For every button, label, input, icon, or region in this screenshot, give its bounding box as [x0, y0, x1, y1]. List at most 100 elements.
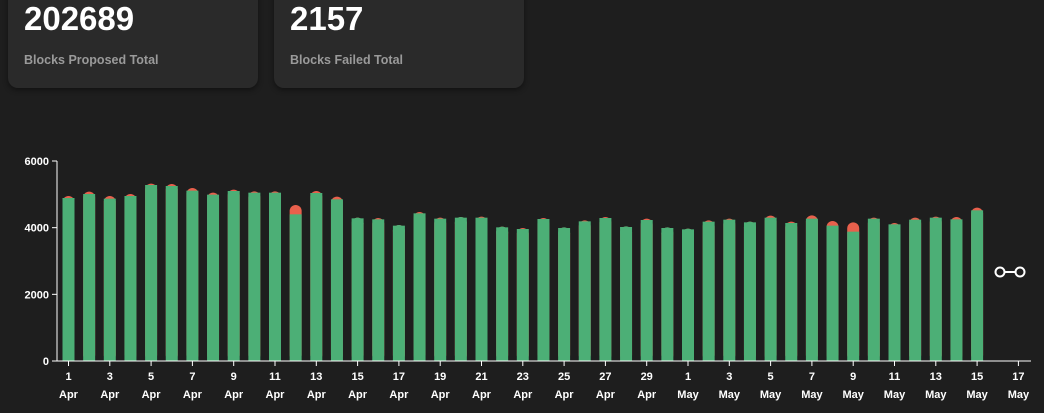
x-tick-month-label: Apr [555, 389, 575, 401]
blocks-proposed-value: 202689 [24, 0, 135, 37]
x-tick-day-label: 9 [850, 371, 856, 383]
bar-proposed-cap [248, 191, 260, 203]
x-tick-day-label: 7 [809, 371, 815, 383]
bar-proposed-cap [537, 218, 549, 230]
x-tick-day-label: 9 [231, 371, 237, 383]
bar-proposed [826, 225, 839, 361]
bar-proposed-cap [454, 217, 467, 229]
bar-proposed-cap [682, 228, 694, 241]
bar-proposed-cap [517, 228, 529, 240]
x-tick-day-label: 15 [971, 371, 983, 383]
blocks-failed-label: Blocks Failed Total [290, 53, 403, 67]
blocks-failed-value: 2157 [290, 0, 364, 37]
bar-proposed [351, 218, 364, 361]
bar-proposed [496, 227, 509, 361]
bar-proposed-cap [558, 227, 571, 240]
bar-proposed [537, 219, 550, 361]
bar-proposed [434, 218, 447, 361]
x-tick-month-label: Apr [472, 389, 492, 401]
x-tick-month-label: May [1008, 389, 1030, 401]
bar-proposed [888, 224, 901, 361]
bar-proposed-cap [372, 218, 384, 230]
y-tick-label: 4000 [25, 223, 49, 235]
x-tick-month-label: May [677, 389, 699, 401]
range-handle-icon[interactable] [994, 266, 1026, 278]
x-tick-day-label: 15 [351, 371, 363, 383]
bar-proposed [599, 218, 612, 361]
x-tick-month-label: Apr [637, 389, 657, 401]
x-tick-month-label: May [719, 389, 741, 401]
bar-proposed [413, 213, 426, 361]
x-tick-day-label: 19 [434, 371, 446, 383]
bar-proposed [269, 192, 281, 361]
x-tick-month-label: May [842, 389, 864, 401]
bars-group [62, 183, 984, 361]
x-tick-day-label: 5 [768, 371, 774, 383]
bar-proposed [372, 219, 385, 361]
x-tick-month-label: Apr [389, 389, 409, 401]
bar-proposed [661, 228, 674, 361]
bar-proposed-cap [414, 212, 426, 224]
x-tick-month-label: May [801, 389, 823, 401]
x-tick-month-label: Apr [224, 389, 244, 401]
bar-proposed-cap [228, 190, 240, 202]
x-tick-day-label: 13 [930, 371, 942, 383]
bar-proposed-cap [392, 225, 405, 237]
bar-proposed-cap [723, 219, 735, 231]
bar-proposed [145, 185, 158, 361]
x-tick-day-label: 17 [393, 371, 405, 383]
bar-proposed-cap [930, 217, 942, 229]
bar-proposed-cap [434, 218, 446, 230]
bar-proposed [124, 196, 137, 361]
x-tick-day-label: 13 [310, 371, 322, 383]
x-tick-month-label: Apr [183, 389, 203, 401]
bar-proposed [165, 186, 178, 361]
bar-proposed [847, 231, 860, 361]
bar-proposed [392, 225, 405, 361]
bar-proposed [289, 214, 302, 361]
x-tick-day-label: 11 [889, 371, 901, 383]
bar-proposed [971, 210, 984, 361]
bar-proposed-cap [579, 220, 591, 232]
bar-proposed [103, 198, 116, 361]
blocks-proposed-card: 202689 Blocks Proposed Total [8, 0, 258, 88]
x-tick-month-label: May [884, 389, 906, 401]
x-tick-month-label: May [760, 389, 782, 401]
blocks-proposed-label: Blocks Proposed Total [24, 53, 159, 67]
bar-proposed [867, 218, 880, 361]
bar-proposed [62, 198, 75, 361]
bar-proposed [227, 191, 240, 361]
bar-proposed-cap [269, 191, 281, 203]
bar-proposed [785, 223, 798, 361]
bar-proposed [330, 199, 343, 361]
bar-proposed [248, 192, 261, 361]
bar-proposed [558, 228, 571, 361]
bar-proposed [682, 229, 694, 361]
x-tick-day-label: 27 [599, 371, 611, 383]
y-tick-label: 0 [43, 356, 49, 368]
x-tick-day-label: 1 [685, 371, 691, 383]
x-tick-day-label: 11 [269, 371, 281, 383]
bar-proposed [186, 190, 199, 361]
bar-proposed-cap [145, 184, 157, 196]
bar-proposed [805, 218, 818, 361]
bar-proposed [578, 221, 591, 361]
bar-proposed-cap [703, 220, 715, 232]
x-axis: 1Apr3Apr5Apr7Apr9Apr11Apr13Apr15Apr17Apr… [57, 360, 1031, 401]
bar-proposed-cap [743, 221, 756, 234]
x-tick-month-label: May [966, 389, 988, 401]
x-tick-day-label: 7 [189, 371, 195, 383]
x-tick-month-label: Apr [431, 389, 451, 401]
bar-proposed [475, 217, 488, 361]
x-tick-day-label: 3 [107, 371, 113, 383]
bar-proposed [702, 221, 715, 361]
bar-proposed-cap [620, 226, 633, 239]
x-tick-day-label: 3 [726, 371, 732, 383]
blocks-failed-card: 2157 Blocks Failed Total [274, 0, 524, 88]
bar-proposed [83, 194, 96, 361]
bar-proposed [640, 220, 653, 361]
bar-proposed [929, 217, 942, 361]
x-tick-day-label: 17 [1012, 371, 1024, 383]
bar-proposed-cap [351, 217, 364, 230]
